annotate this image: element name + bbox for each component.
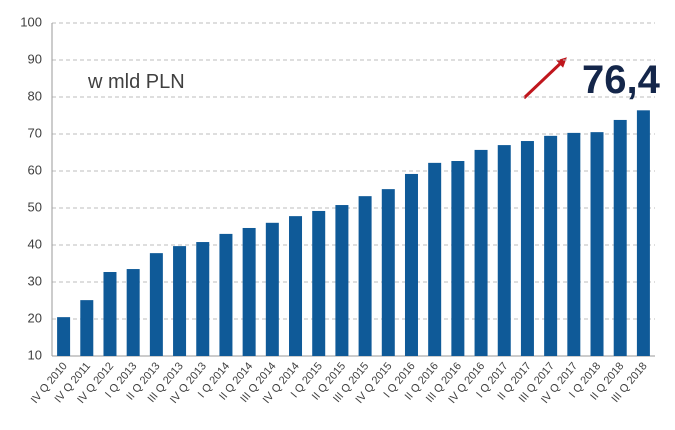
y-tick-label: 40 [28, 236, 42, 251]
y-tick-label: 30 [28, 273, 42, 288]
bar [57, 317, 71, 356]
bar [126, 269, 140, 356]
y-tick-label: 60 [28, 162, 42, 177]
bar [567, 132, 581, 356]
bar [265, 222, 279, 356]
bar [590, 132, 604, 356]
bar [497, 145, 511, 356]
bar [636, 110, 650, 356]
bar [103, 272, 117, 356]
bar [196, 242, 210, 356]
arrow [522, 57, 567, 100]
highlight-value: 76,4 [582, 58, 661, 102]
unit-label: w mld PLN [87, 71, 185, 93]
bar [451, 161, 465, 356]
bar [613, 119, 627, 356]
bar [404, 173, 418, 356]
bar [520, 141, 534, 356]
bar [312, 210, 326, 356]
bar [335, 205, 349, 356]
bar [173, 246, 187, 356]
y-tick-label: 10 [28, 347, 42, 362]
bar [544, 135, 558, 356]
y-tick-label: 70 [28, 125, 42, 140]
bar [474, 149, 488, 356]
bar [381, 189, 395, 356]
y-tick-label: 90 [28, 51, 42, 66]
bar [219, 233, 233, 356]
bar [149, 253, 163, 356]
y-tick-label: 20 [28, 310, 42, 325]
bar [242, 227, 256, 356]
bar [358, 196, 372, 356]
y-tick-label: 100 [20, 14, 42, 29]
bar [80, 300, 94, 356]
bar [289, 216, 303, 356]
y-tick-label: 80 [28, 88, 42, 103]
y-tick-label: 50 [28, 199, 42, 214]
bar [428, 162, 442, 356]
